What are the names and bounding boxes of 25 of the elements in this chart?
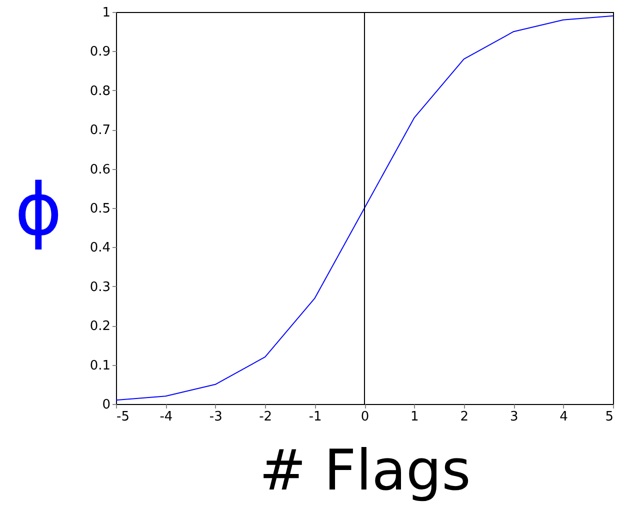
x-tick-label: -3 [209, 410, 222, 424]
x-tick-label: 1 [410, 410, 419, 424]
x-tick-label: 5 [605, 410, 614, 424]
y-tick-label: 1 [102, 6, 110, 20]
line-series [116, 15, 614, 401]
y-tick-label: 0.9 [90, 44, 110, 60]
y-tick-label: 0.7 [90, 123, 110, 138]
x-tick-label: -5 [116, 410, 130, 424]
x-tick-label: 3 [510, 410, 518, 424]
y-tick-label: 0.2 [90, 319, 110, 334]
y-tick-label: 0.1 [90, 358, 110, 374]
y-tick-label: 0.3 [90, 280, 110, 295]
y-tick-label: 0.4 [90, 240, 110, 256]
x-axis-title: # Flags [259, 438, 471, 504]
x-tick-label: -1 [308, 410, 322, 424]
y-tick-label: 0.6 [90, 162, 110, 178]
y-tick-label: 0.8 [90, 84, 110, 99]
x-tick-label: -4 [160, 410, 173, 424]
x-tick-label: 4 [560, 410, 568, 424]
y-axis-title: ϕ [14, 168, 62, 252]
x-tick-label: -2 [259, 410, 272, 424]
x-tick-label: 0 [360, 410, 370, 424]
y-tick-label: 0.5 [90, 202, 110, 216]
y-tick-label: 0 [102, 398, 110, 412]
x-tick-label: 2 [460, 410, 469, 424]
